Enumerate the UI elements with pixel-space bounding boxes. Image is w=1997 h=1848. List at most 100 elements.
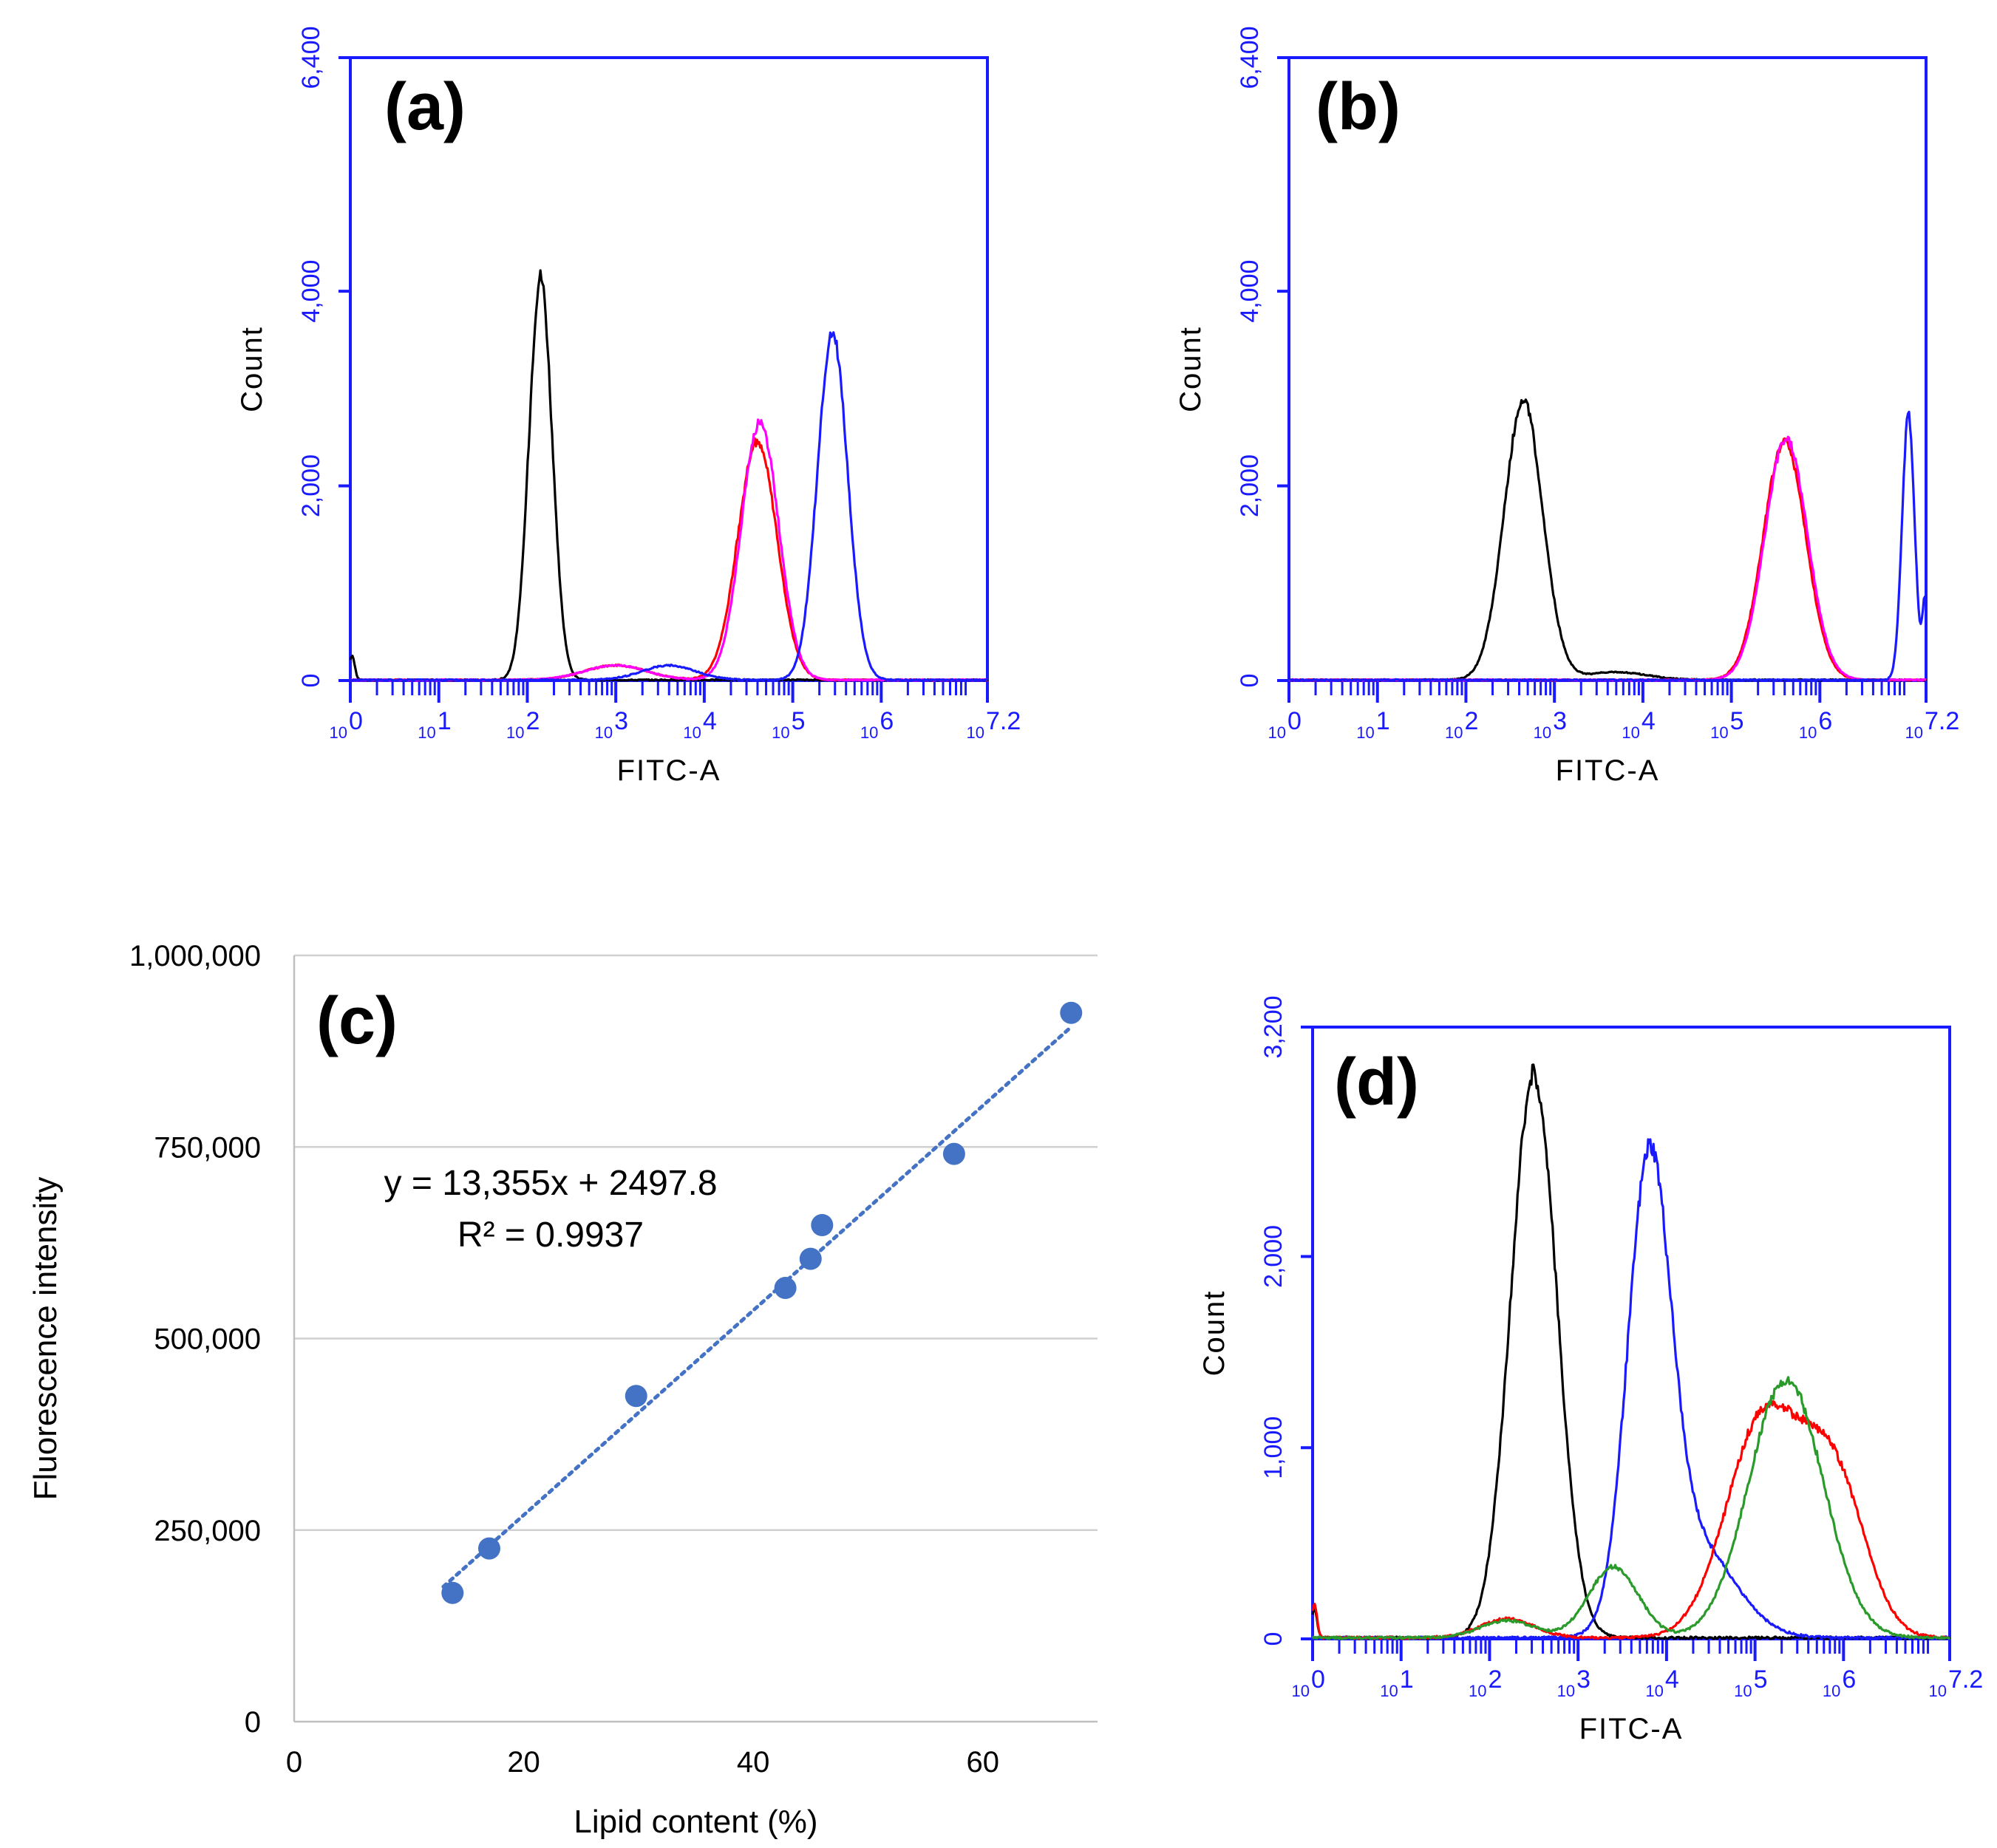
x-tick-label-base: 10: [1380, 1682, 1398, 1700]
x-axis-title: FITC-A: [1556, 754, 1660, 787]
x-axis-title: FITC-A: [1579, 1713, 1684, 1745]
y-tick-label: 500,000: [154, 1323, 261, 1356]
y-tick-label: 3,200: [1259, 995, 1287, 1058]
x-tick-label-base: 10: [1905, 723, 1923, 742]
y-tick-label: 1,000: [1259, 1416, 1287, 1479]
y-tick-label: 0: [1259, 1632, 1287, 1646]
y-tick-label: 6,400: [297, 26, 325, 89]
y-tick-label: 250,000: [154, 1515, 261, 1547]
x-tick-label-base: 10: [1799, 723, 1817, 742]
x-tick-label-base: 10: [1734, 1682, 1752, 1700]
x-tick-label-exponent: 4: [1665, 1665, 1679, 1694]
x-tick-label-base: 10: [595, 723, 613, 742]
y-tick-label: 750,000: [154, 1131, 261, 1164]
r-squared-label: R² = 0.9937: [457, 1215, 644, 1255]
x-tick-label-exponent: 7.2: [1948, 1665, 1983, 1694]
x-tick-label-base: 10: [1292, 1682, 1310, 1700]
panel-label: (b): [1316, 70, 1401, 144]
y-tick-label: 6,400: [1236, 26, 1264, 89]
x-axis-title: Lipid content (%): [574, 1804, 817, 1840]
x-tick-label-base: 10: [1710, 723, 1728, 742]
y-tick-label: 2,000: [1236, 454, 1264, 517]
x-tick-label-base: 10: [1622, 723, 1639, 742]
y-tick-label: 1,000,000: [129, 940, 261, 972]
x-tick-label-base: 10: [1645, 1682, 1663, 1700]
data-point: [799, 1247, 822, 1270]
x-tick-label: 40: [737, 1746, 770, 1779]
y-axis-title: Count: [1198, 1290, 1231, 1377]
x-tick-label-exponent: 4: [1642, 707, 1656, 735]
x-tick-label-base: 10: [1445, 723, 1463, 742]
x-tick-label-exponent: 5: [1730, 707, 1744, 735]
x-tick-label: 60: [966, 1746, 999, 1779]
x-tick-label-exponent: 3: [1576, 1665, 1591, 1694]
x-tick-label-base: 10: [1823, 1682, 1840, 1700]
x-axis-title: FITC-A: [617, 754, 721, 787]
panel-label: (c): [316, 984, 398, 1058]
histogram-series-blue: [1288, 410, 1928, 682]
x-tick-label-base: 10: [506, 723, 524, 742]
x-tick-label-exponent: 7.2: [1925, 707, 1959, 735]
x-tick-label-exponent: 1: [438, 707, 452, 735]
x-tick-label-base: 10: [1929, 1682, 1947, 1700]
x-tick-label-exponent: 6: [1842, 1665, 1856, 1694]
data-point: [441, 1581, 464, 1604]
y-axis-title: Count: [236, 326, 268, 412]
x-tick-label-base: 10: [683, 723, 701, 742]
x-tick-label: 0: [286, 1746, 302, 1779]
x-tick-label-exponent: 6: [880, 707, 894, 735]
y-tick-label: 4,000: [297, 260, 325, 323]
x-tick-label-exponent: 0: [349, 707, 363, 735]
panel-label: (a): [384, 70, 466, 144]
x-tick-label-base: 10: [330, 723, 347, 742]
x-tick-label-exponent: 0: [1311, 1665, 1325, 1694]
x-tick-label-base: 10: [1268, 723, 1286, 742]
y-tick-label: 4,000: [1236, 260, 1264, 323]
x-tick-label-exponent: 3: [1553, 707, 1567, 735]
y-axis-title: Count: [1174, 326, 1207, 412]
x-tick-label-base: 10: [1534, 723, 1551, 742]
x-tick-label-base: 10: [1557, 1682, 1575, 1700]
data-point: [942, 1142, 965, 1165]
x-tick-label-exponent: 2: [1464, 707, 1478, 735]
histogram-series-blue: [350, 331, 988, 682]
histogram-series-green: [1311, 1376, 1951, 1640]
x-tick-label-exponent: 1: [1400, 1665, 1414, 1694]
x-tick-label-exponent: 7.2: [986, 707, 1021, 735]
trendline-equation: y = 13,355x + 2497.8: [384, 1164, 717, 1203]
y-tick-label: 0: [297, 674, 325, 688]
data-point: [625, 1385, 647, 1408]
x-tick-label-base: 10: [418, 723, 435, 742]
x-tick-label-exponent: 5: [792, 707, 806, 735]
x-tick-label-exponent: 6: [1818, 707, 1832, 735]
x-tick-label: 20: [507, 1746, 540, 1779]
x-tick-label-exponent: 2: [525, 707, 540, 735]
x-tick-label-exponent: 4: [703, 707, 717, 735]
x-tick-label-base: 10: [860, 723, 878, 742]
data-point: [774, 1277, 797, 1300]
y-tick-label: 0: [245, 1706, 261, 1739]
y-tick-label: 0: [1236, 674, 1264, 688]
trendline: [441, 1025, 1073, 1589]
x-tick-label-exponent: 2: [1488, 1665, 1502, 1694]
data-point: [477, 1537, 500, 1560]
x-tick-label-base: 10: [772, 723, 789, 742]
y-axis-title: Fluorescence intensity: [27, 1177, 64, 1501]
panel-c: 0 250,000 500,000 750,000 1,000,000 0 20 40 60 Li…: [27, 940, 1098, 1840]
x-tick-label-exponent: 3: [614, 707, 628, 735]
data-point: [1060, 1001, 1083, 1024]
x-tick-label-exponent: 0: [1287, 707, 1302, 735]
y-tick-label: 2,000: [1259, 1225, 1287, 1288]
x-tick-label-base: 10: [1469, 1682, 1486, 1700]
x-tick-label-base: 10: [1356, 723, 1374, 742]
x-tick-label-base: 10: [967, 723, 984, 742]
y-tick-label: 2,000: [297, 454, 325, 517]
data-point: [811, 1214, 834, 1237]
x-tick-label-exponent: 1: [1376, 707, 1390, 735]
panel-label: (d): [1334, 1046, 1419, 1119]
